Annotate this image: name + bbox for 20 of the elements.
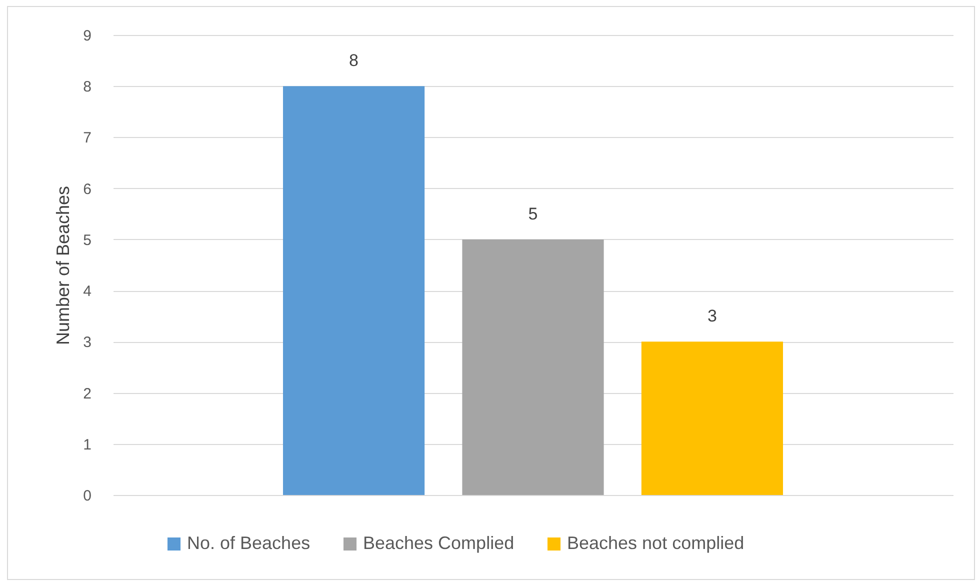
data-label: 5	[528, 204, 538, 224]
y-tick-label: 6	[83, 180, 92, 198]
y-tick-label: 7	[83, 130, 92, 147]
bar	[462, 239, 604, 495]
y-tick-label: 4	[83, 283, 92, 300]
data-label: 3	[707, 306, 717, 326]
y-tick-label: 2	[83, 385, 92, 402]
legend-label: No. of Beaches	[187, 533, 310, 553]
data-label: 8	[349, 51, 359, 70]
y-tick-label: 8	[83, 78, 92, 96]
bar	[641, 342, 783, 495]
bar	[283, 86, 425, 495]
legend-label: Beaches Complied	[363, 533, 514, 553]
y-tick-label: 1	[83, 436, 92, 454]
y-tick-label: 9	[83, 28, 92, 44]
y-tick-label: 0	[83, 488, 92, 504]
legend-label: Beaches not complied	[567, 533, 744, 553]
y-tick-label: 5	[83, 232, 92, 249]
y-axis-title: Number of Beaches	[53, 186, 74, 346]
y-tick-label: 3	[83, 334, 92, 352]
